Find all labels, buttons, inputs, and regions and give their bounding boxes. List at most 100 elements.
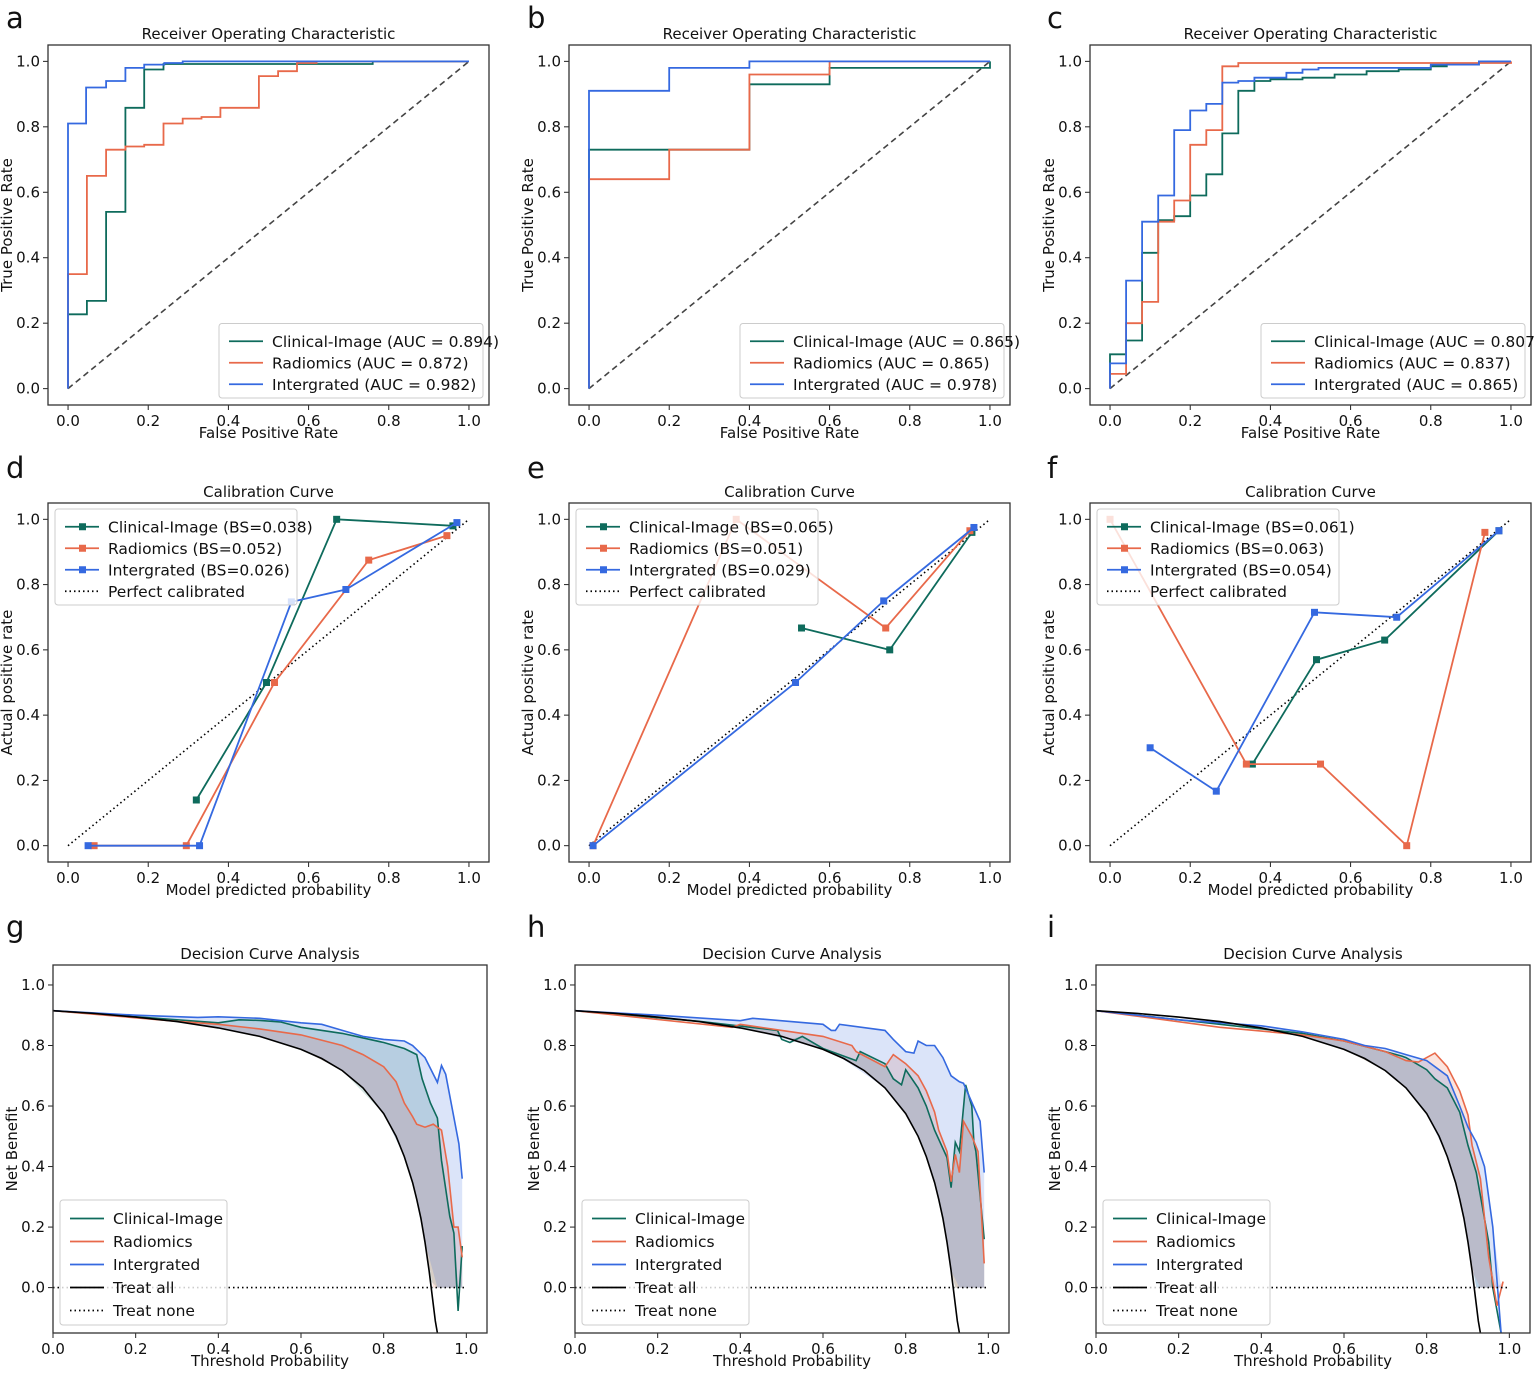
- legend-label: Treat all: [112, 1279, 174, 1297]
- data-point-integrated: [1146, 744, 1154, 752]
- series-line-integrated: [575, 1009, 985, 1173]
- y-tick-label: 0.8: [537, 118, 561, 136]
- data-point-clinical: [886, 646, 894, 654]
- x-tick-label: 1.0: [976, 1340, 1000, 1358]
- y-tick-label: 0.2: [1058, 771, 1082, 789]
- y-tick-label: 0.2: [16, 314, 40, 332]
- y-tick-label: 0.0: [16, 837, 40, 855]
- y-tick-label: 0.4: [537, 249, 561, 267]
- chart-title: Calibration Curve: [724, 483, 855, 501]
- panel-letter: a: [6, 1, 24, 35]
- x-tick-label: 0.2: [657, 412, 681, 430]
- x-tick-label: 1.0: [457, 412, 481, 430]
- x-axis-label: Threshold Probability: [712, 1352, 871, 1370]
- data-point-clinical: [262, 679, 270, 686]
- legend-label: Clinical-Image (AUC = 0.865): [793, 333, 1020, 351]
- legend-label: Intergrated (BS=0.026): [108, 561, 290, 579]
- data-point-integrated: [970, 523, 978, 531]
- series-line-integrated: [588, 60, 990, 389]
- area-fill-clinical: [1096, 1010, 1502, 1288]
- legend-box: [1096, 508, 1340, 606]
- x-tick-label: 0.8: [1419, 869, 1443, 887]
- legend-marker: [600, 523, 607, 531]
- legend-item: Clinical-Image (AUC = 0.807): [1271, 333, 1535, 351]
- legend-item: Clinical-Image (BS=0.065): [586, 518, 834, 536]
- legend-label: Treat all: [634, 1279, 696, 1297]
- legend-item: Intergrated (AUC = 0.865): [1271, 376, 1518, 394]
- legend-box: [739, 323, 1005, 399]
- panel-letter: b: [527, 1, 545, 35]
- y-tick-label: 0.0: [21, 1279, 45, 1297]
- panel-i: i Decision Curve Analysis Threshold Probab…: [1046, 910, 1531, 1370]
- legend-label: Clinical-Image (BS=0.065): [629, 518, 834, 536]
- data-point-radiomics: [443, 532, 451, 540]
- x-tick-label: 0.4: [216, 412, 240, 430]
- chart-title: Calibration Curve: [203, 483, 334, 501]
- x-tick-label: 0.0: [577, 869, 601, 887]
- plot-area: [1109, 60, 1512, 390]
- y-tick-label: 0.4: [1064, 1158, 1088, 1176]
- series-line-integrated: [1096, 1009, 1502, 1333]
- y-axis-label: True Positive Rate: [1040, 158, 1058, 293]
- y-tick-label: 0.6: [1064, 1097, 1088, 1115]
- x-tick-label: 0.2: [136, 869, 160, 887]
- legend-label: Intergrated: [113, 1256, 200, 1274]
- data-point-radiomics: [882, 624, 890, 632]
- y-tick-label: 0.0: [1058, 380, 1082, 398]
- legend: Clinical-Image (AUC = 0.894) Radiomics (A…: [218, 323, 499, 399]
- legend-label: Radiomics (AUC = 0.837): [1314, 354, 1511, 372]
- chart-title: Receiver Operating Characteristic: [663, 25, 917, 43]
- y-axis-label: Net Benefit: [525, 1107, 543, 1192]
- legend-label: Intergrated (BS=0.054): [1150, 561, 1332, 579]
- x-tick-label: 1.0: [1499, 869, 1523, 887]
- legend-label: Intergrated: [635, 1256, 722, 1274]
- x-tick-label: 0.2: [657, 869, 681, 887]
- y-axis-label: Actual positive rate: [1040, 610, 1058, 756]
- legend-item: Treat all: [70, 1279, 174, 1297]
- treat-all-line: [575, 1009, 961, 1333]
- legend-item: Treat none: [592, 1302, 717, 1320]
- legend-label: Clinical-Image (AUC = 0.807): [1314, 333, 1535, 351]
- data-point-radiomics: [1242, 760, 1250, 768]
- data-point-radiomics: [271, 679, 279, 686]
- y-tick-label: 1.0: [1058, 510, 1082, 528]
- legend-item: Radiomics (AUC = 0.872): [229, 354, 469, 372]
- legend-label: Treat none: [634, 1302, 717, 1320]
- series-line-clinical: [67, 60, 469, 389]
- legend-item: Intergrated (BS=0.054): [1107, 561, 1332, 579]
- y-tick-label: 0.2: [543, 1218, 567, 1236]
- data-point-integrated: [84, 842, 92, 850]
- x-axis-label: Model predicted probability: [166, 881, 372, 899]
- x-tick-label: 0.6: [297, 869, 321, 887]
- y-tick-label: 0.0: [537, 380, 561, 398]
- y-tick-label: 0.4: [537, 706, 561, 724]
- x-tick-label: 0.4: [1249, 1340, 1273, 1358]
- y-tick-label: 1.0: [16, 510, 40, 528]
- y-tick-label: 0.8: [1058, 118, 1082, 136]
- legend-label: Radiomics: [635, 1233, 715, 1251]
- legend: Clinical-Image (BS=0.061) Radiomics (BS=0…: [1096, 508, 1355, 606]
- legend-label: Treat all: [1155, 1279, 1217, 1297]
- legend-label: Radiomics (AUC = 0.872): [272, 354, 469, 372]
- x-tick-label: 0.0: [1098, 869, 1122, 887]
- legend-item: Intergrated (AUC = 0.982): [229, 376, 476, 394]
- axes-frame: [568, 502, 1011, 863]
- series-line-integrated: [67, 60, 469, 389]
- y-axis-label: True Positive Rate: [0, 158, 16, 293]
- x-tick-label: 0.0: [41, 1340, 65, 1358]
- series-line-radiomics: [575, 1009, 985, 1264]
- legend: Clinical-Image Radiomics Intergrated Treat …: [1102, 1199, 1271, 1326]
- x-tick-label: 0.8: [377, 869, 401, 887]
- y-tick-label: 1.0: [543, 976, 567, 994]
- x-tick-label: 0.6: [297, 412, 321, 430]
- legend: Clinical-Image Radiomics Intergrated Treat …: [59, 1199, 228, 1326]
- legend-label: Radiomics: [1156, 1233, 1236, 1251]
- legend-label: Clinical-Image: [635, 1210, 745, 1228]
- series-line-radiomics: [1096, 1009, 1504, 1306]
- y-tick-label: 0.6: [543, 1097, 567, 1115]
- x-tick-label: 1.0: [978, 412, 1002, 430]
- series-line-clinical: [1251, 530, 1500, 765]
- legend-item: Treat all: [1113, 1279, 1217, 1297]
- series-line-radiomics: [67, 60, 469, 389]
- reference-line: [67, 60, 470, 390]
